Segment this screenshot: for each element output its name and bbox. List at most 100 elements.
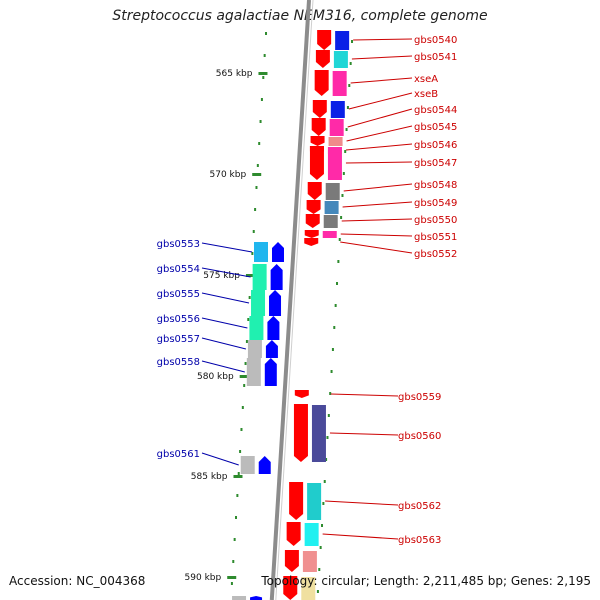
forward-gene-label: gbs0547 xyxy=(414,158,457,169)
cog-color-box xyxy=(246,358,261,386)
ring-dot xyxy=(327,414,330,417)
ring-dot xyxy=(254,208,257,211)
forward-gene-label: gbs0545 xyxy=(414,122,457,133)
gene-leader-line xyxy=(341,218,413,222)
forward-gene-arrow xyxy=(307,182,322,200)
ring-dot xyxy=(334,304,337,307)
forward-gene-arrow xyxy=(315,50,330,68)
gene-leader-line xyxy=(201,337,247,350)
forward-gene-arrow xyxy=(304,238,319,246)
forward-gene-arrow xyxy=(317,30,332,50)
forward-gene-arrow xyxy=(289,482,304,520)
ring-dot xyxy=(252,230,255,233)
ring-dot xyxy=(319,546,322,549)
gene-leader-line xyxy=(351,55,413,60)
topology-summary: Topology: circular; Length: 2,211,485 bp… xyxy=(261,574,591,588)
backbone xyxy=(269,0,311,600)
cog-color-box xyxy=(335,31,350,50)
ring-dot xyxy=(336,282,339,285)
gene-leader-line xyxy=(345,161,413,164)
forward-gene-arrow xyxy=(310,136,325,146)
gene-leader-line xyxy=(329,432,399,436)
ring-dot xyxy=(248,296,251,299)
reverse-gene-arrow xyxy=(271,242,284,262)
ring-dot xyxy=(259,120,262,123)
forward-gene-label: gbs0540 xyxy=(414,35,457,46)
ring-dot xyxy=(233,538,236,541)
ring-dot xyxy=(244,362,247,365)
cog-color-box xyxy=(249,316,264,340)
cog-color-box xyxy=(325,183,340,200)
forward-gene-arrow xyxy=(309,146,324,180)
ring-dot xyxy=(325,458,328,461)
cog-color-box xyxy=(323,215,338,228)
gene-leader-line xyxy=(330,393,399,397)
ring-dot xyxy=(345,128,348,131)
map-title: Streptococcus agalactiae NEM316, complet… xyxy=(112,8,488,24)
forward-gene-label: gbs0563 xyxy=(398,535,441,546)
forward-gene-label: gbs0552 xyxy=(414,249,457,260)
cog-color-box xyxy=(328,137,343,146)
forward-gene-label: gbs0551 xyxy=(414,232,457,243)
forward-gene-arrow xyxy=(305,214,320,228)
ring-dot xyxy=(337,260,340,263)
ring-dot xyxy=(323,480,326,483)
ring-dot xyxy=(338,238,341,241)
reverse-gene-label: gbs0557 xyxy=(157,334,200,345)
forward-gene-label: gbs0562 xyxy=(398,501,441,512)
ring-dot xyxy=(344,150,347,153)
cog-color-box xyxy=(301,577,316,600)
tick-label: 570 kbp xyxy=(210,170,247,180)
tick-mark xyxy=(245,274,255,277)
tick-label: 580 kbp xyxy=(197,372,234,382)
forward-gene-label: gbs0546 xyxy=(414,140,457,151)
ring-dot xyxy=(243,384,246,387)
reverse-gene-label: gbs0554 xyxy=(157,264,200,275)
ring-dot xyxy=(236,494,239,497)
cog-color-box xyxy=(253,242,268,262)
reverse-gene-label: gbs0556 xyxy=(157,314,200,325)
reverse-gene-label: gbs0553 xyxy=(157,239,200,250)
ring-dot xyxy=(349,62,352,65)
gene-leader-line xyxy=(353,38,413,41)
gene-leader-line xyxy=(201,452,239,466)
forward-gene-arrow xyxy=(306,200,321,214)
tick-mark xyxy=(233,475,243,478)
reverse-gene-arrow xyxy=(264,358,277,386)
cog-color-box xyxy=(329,119,344,136)
ring-dot xyxy=(255,186,258,189)
ring-dot xyxy=(235,516,238,519)
gene-leader-line xyxy=(350,77,413,84)
forward-gene-arrow xyxy=(304,230,319,238)
tick-mark xyxy=(258,72,268,75)
forward-gene-arrow xyxy=(286,522,301,546)
backbone-edge xyxy=(275,0,314,600)
ring-dot xyxy=(230,582,233,585)
cog-color-box xyxy=(333,51,348,68)
tick-label: 575 kbp xyxy=(203,271,240,281)
gene-leader-line xyxy=(348,92,413,110)
cog-color-box xyxy=(322,231,337,238)
forward-gene-label: gbs0560 xyxy=(398,431,441,442)
gene-leader-line xyxy=(347,108,413,128)
ring-dot xyxy=(237,472,240,475)
cog-color-box xyxy=(330,101,345,118)
ring-dot xyxy=(318,568,321,571)
ring-dot xyxy=(260,98,263,101)
tick-mark xyxy=(252,173,262,176)
forward-gene-arrow xyxy=(293,404,308,462)
gene-leader-line xyxy=(201,360,245,373)
tick-label: 585 kbp xyxy=(191,472,228,482)
forward-gene-label: gbs0541 xyxy=(414,52,457,63)
ring-dot xyxy=(232,560,235,563)
reverse-gene-label: gbs0561 xyxy=(157,449,200,460)
forward-gene-arrow xyxy=(311,118,326,136)
ring-dot xyxy=(331,348,334,351)
ring-dot xyxy=(341,194,344,197)
ring-dot xyxy=(316,590,319,593)
ring-dot xyxy=(239,450,242,453)
forward-gene-arrow xyxy=(284,550,299,572)
gene-leader-line xyxy=(325,500,399,506)
gene-leader-line xyxy=(340,233,413,237)
reverse-gene-arrow xyxy=(250,596,263,600)
